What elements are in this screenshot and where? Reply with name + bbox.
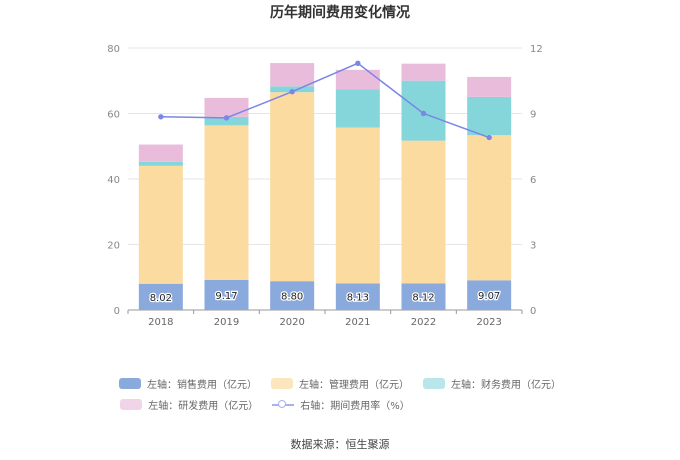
rate-point — [289, 88, 295, 95]
bar-segment — [401, 283, 446, 310]
rate-point — [486, 134, 492, 141]
bar-segment — [467, 96, 512, 136]
x-tick-label: 2022 — [411, 317, 436, 328]
legend-line-rate-icon — [272, 399, 295, 410]
legend-row-1: 左轴：销售费用（亿元） 左轴：管理费用（亿元） 左轴：财务费用（亿元） — [0, 376, 680, 391]
bar-stacks — [138, 63, 512, 310]
bar-segment — [138, 283, 183, 310]
bar-segment — [138, 161, 183, 166]
right-tick-label: 6 — [530, 175, 536, 186]
legend-swatch-rd — [120, 399, 143, 410]
left-axis: 0 20 40 60 80 — [107, 44, 120, 317]
bar-segment — [335, 69, 380, 90]
rate-point — [420, 110, 427, 117]
bar-segment — [204, 97, 249, 117]
x-tick-label: 2021 — [345, 317, 370, 328]
left-tick-label: 40 — [107, 175, 120, 186]
right-tick-label: 9 — [530, 110, 536, 121]
rate-line-path — [160, 62, 490, 139]
legend-label-admin: 左轴：管理费用（亿元） — [299, 380, 409, 391]
left-tick-label: 20 — [107, 241, 120, 252]
legend-swatch-finance — [423, 378, 445, 389]
bar-segment — [270, 63, 315, 87]
bar-segment — [138, 165, 183, 284]
bar-labels: 8.02 9.17 8.80 8.13 8.12 9.07 — [148, 290, 501, 305]
bar-segment — [401, 140, 446, 284]
legend: 左轴：销售费用（亿元） 左轴：管理费用（亿元） 左轴：财务费用（亿元） 左轴：研… — [0, 376, 680, 418]
left-tick-label: 0 — [114, 306, 120, 317]
legend-item-sales[interactable]: 左轴：销售费用（亿元） — [119, 376, 257, 391]
bar-data-label: 9.17 — [215, 291, 237, 302]
x-tick-label: 2020 — [279, 317, 304, 328]
bar-segment — [204, 125, 249, 280]
legend-item-finance[interactable]: 左轴：财务费用（亿元） — [423, 376, 561, 391]
bar-data-label: 9.07 — [478, 291, 500, 302]
rate-point — [223, 115, 230, 121]
bar-data-label: 8.80 — [281, 292, 303, 303]
gridlines — [128, 47, 522, 245]
legend-item-admin[interactable]: 左轴：管理费用（亿元） — [271, 376, 409, 391]
legend-swatch-sales — [119, 378, 141, 389]
chart-title: 历年期间费用变化情况 — [270, 4, 410, 21]
x-tick-label: 2019 — [214, 317, 239, 328]
bar-segment — [204, 279, 249, 310]
data-source: 数据来源：恒生聚源 — [290, 438, 390, 451]
right-tick-label: 3 — [530, 241, 536, 252]
left-tick-label: 80 — [107, 44, 120, 55]
legend-label-finance: 左轴：财务费用（亿元） — [451, 380, 561, 391]
legend-row-2: 左轴：研发费用（亿元） 右轴：期间费用率（%） — [0, 397, 680, 412]
bar-data-label: 8.12 — [412, 293, 434, 304]
legend-label-rate: 右轴：期间费用率（%） — [300, 401, 410, 412]
x-tick-label: 2023 — [476, 317, 501, 328]
bar-segment — [335, 89, 380, 128]
right-tick-label: 0 — [530, 306, 536, 317]
bar-segment — [270, 92, 315, 282]
bar-segment — [401, 63, 446, 81]
legend-item-rate[interactable]: 右轴：期间费用率（%） — [272, 397, 410, 412]
rate-point — [355, 60, 361, 66]
bar-segment — [138, 144, 183, 162]
right-axis: 0 3 6 9 12 — [530, 44, 543, 317]
rate-point — [158, 114, 164, 120]
bar-segment — [335, 283, 380, 310]
bar-segment — [401, 80, 446, 141]
bar-segment — [467, 280, 512, 310]
legend-label-rd: 左轴：研发费用（亿元） — [148, 401, 259, 412]
legend-swatch-admin — [271, 378, 293, 389]
legend-label-sales: 左轴：销售费用（亿元） — [147, 380, 257, 391]
x-tick-label: 2018 — [148, 317, 173, 328]
bar-segment — [467, 135, 512, 281]
bar-segment — [270, 281, 315, 310]
x-axis: 2018 2019 2020 2021 2022 2023 — [127, 309, 523, 328]
bar-data-label: 8.02 — [150, 293, 172, 304]
right-tick-label: 12 — [530, 44, 543, 55]
bar-data-label: 8.13 — [347, 293, 369, 304]
bar-segment — [335, 127, 380, 284]
chart: 历年期间费用变化情况 0 20 40 60 80 0 3 6 9 12 2018 2019 2020… — [107, 4, 543, 328]
bar-segment — [204, 116, 249, 126]
legend-item-rd[interactable]: 左轴：研发费用（亿元） — [120, 397, 258, 412]
bar-segment — [467, 76, 512, 97]
rate-line — [158, 60, 492, 141]
left-tick-label: 60 — [107, 110, 120, 121]
